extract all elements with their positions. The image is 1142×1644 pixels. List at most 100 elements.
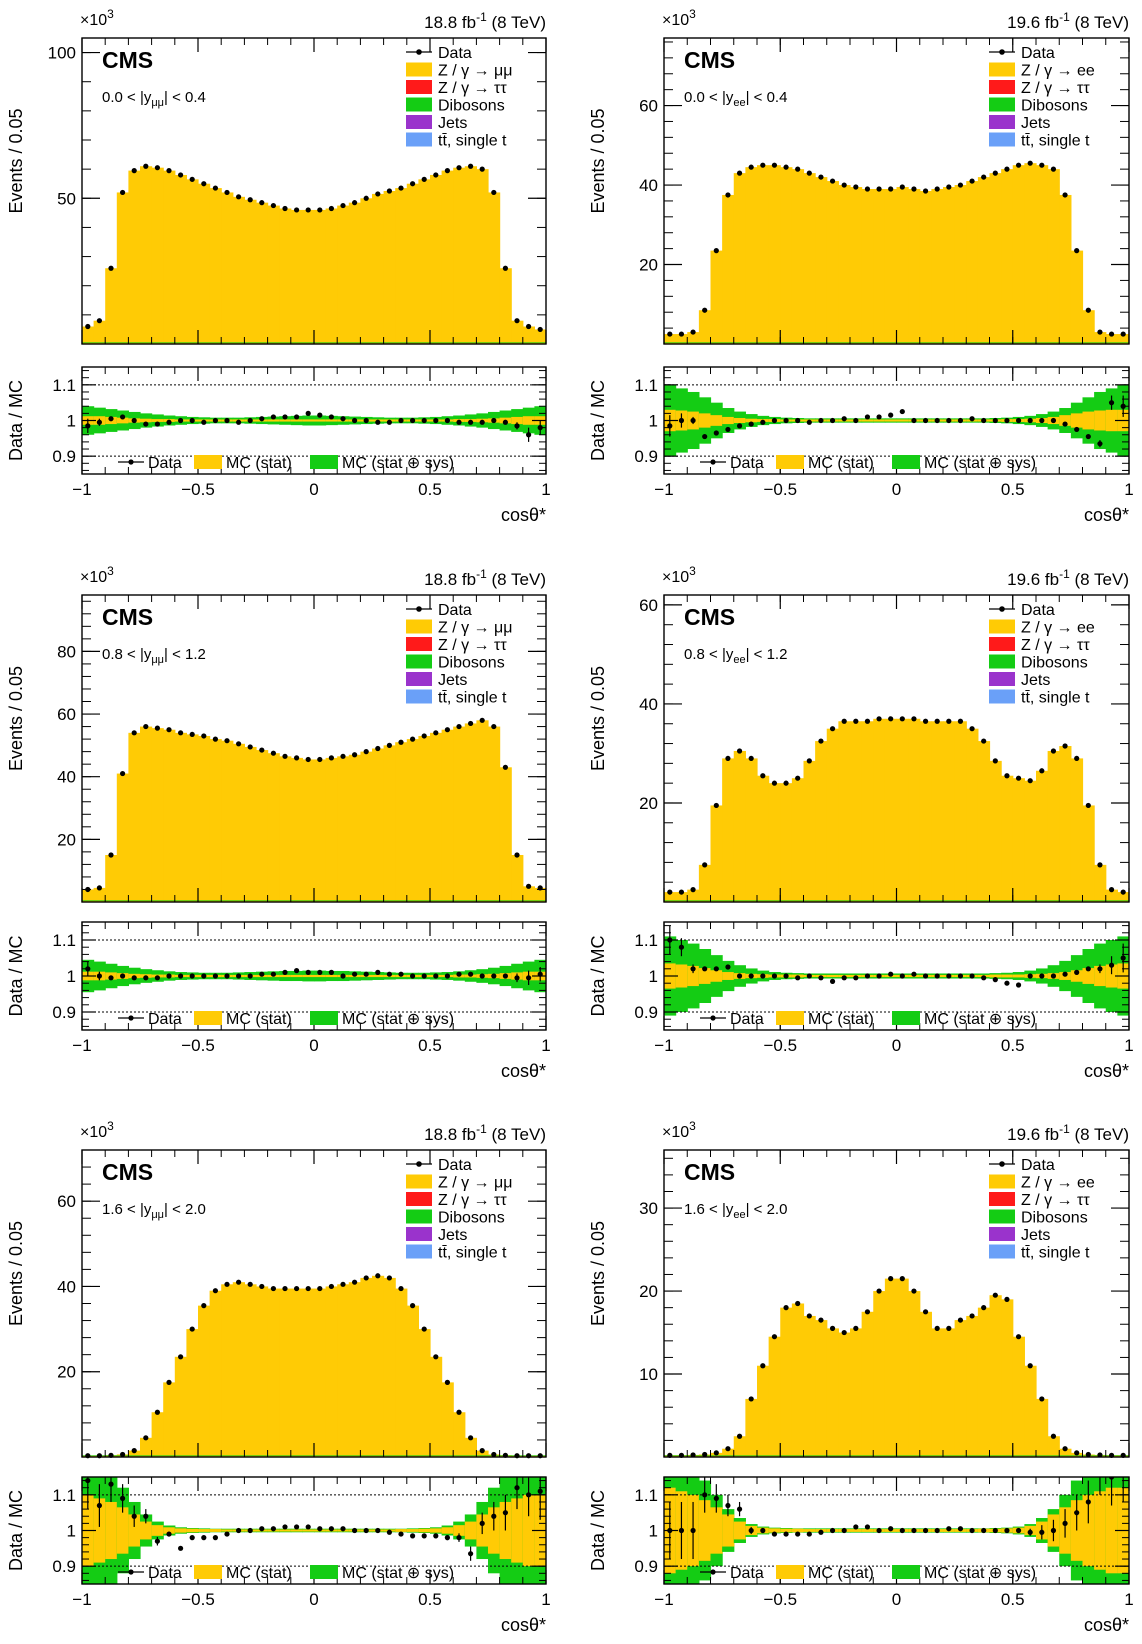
ratio-legend-swatch <box>776 455 804 469</box>
data-point <box>247 1281 253 1287</box>
data-point <box>1004 166 1010 172</box>
ratio-point <box>294 414 300 420</box>
data-point <box>1074 248 1080 254</box>
ratio-point <box>1085 966 1091 972</box>
ratio-legend-label: Data <box>148 1565 182 1582</box>
ratio-point <box>96 419 102 425</box>
ratio-point <box>352 417 358 424</box>
stat-band <box>198 1529 211 1532</box>
stat-band <box>279 974 292 978</box>
stat-band <box>1094 410 1107 431</box>
x-tick-label: 1 <box>1124 480 1133 499</box>
data-point <box>818 738 824 744</box>
ratio-point <box>690 1527 696 1534</box>
ratio-point <box>1074 426 1080 433</box>
ratio-y-tick-label: 0.9 <box>634 1557 658 1576</box>
data-point <box>946 1325 952 1331</box>
mc-bar <box>174 1356 187 1457</box>
ratio-point <box>375 419 381 425</box>
mc-bar <box>116 192 129 344</box>
data-point <box>736 748 743 754</box>
ratio-point <box>421 1533 427 1539</box>
ratio-legend-swatch <box>776 1565 804 1579</box>
mc-bar <box>372 193 385 344</box>
mc-bar <box>791 1303 805 1457</box>
ratio-point <box>1039 1529 1045 1535</box>
ratio-legend-label: MC (stat ⊕ sys) <box>342 455 454 472</box>
stat-band <box>1070 413 1084 428</box>
ratio-point <box>294 968 300 974</box>
mc-bar <box>954 1320 967 1457</box>
mc-bar <box>163 1382 176 1457</box>
x-tick-label: −1 <box>72 1036 91 1055</box>
y-axis-title: Events / 0.05 <box>588 1221 608 1326</box>
ratio-point <box>1027 417 1033 424</box>
ratio-point <box>795 417 801 424</box>
energy-label: (8 TeV) <box>1070 570 1129 589</box>
stat-band <box>163 1527 176 1534</box>
mc-bar <box>174 732 187 902</box>
mc-bar <box>733 1436 746 1457</box>
ratio-point <box>922 973 929 979</box>
mc-bar <box>664 334 677 344</box>
mc-bar <box>850 721 863 902</box>
ratio-points <box>667 395 1126 448</box>
ratio-legend: Data MC (stat) MC (stat ⊕ sys) <box>118 1565 454 1582</box>
legend-label: Z / γ → ττ <box>1021 1192 1090 1209</box>
ratio-point <box>433 973 439 979</box>
ratio-y-tick-label: 0.9 <box>52 1557 76 1576</box>
ratio-legend-label: MC (stat) <box>808 455 874 472</box>
uncertainty-bands <box>82 959 546 993</box>
mc-bar <box>279 1288 292 1457</box>
mc-bar <box>989 173 1002 344</box>
data-point <box>444 168 450 174</box>
ratio-point <box>514 1485 520 1491</box>
ratio-point <box>981 417 987 424</box>
ratio-point <box>456 971 462 977</box>
data-point <box>667 331 673 337</box>
data-point <box>1074 1450 1080 1456</box>
data-point <box>340 1281 346 1287</box>
uncertainty-bands <box>664 384 1129 457</box>
ratio-point <box>212 1535 218 1541</box>
mc-bar <box>1117 892 1129 902</box>
ratio-point <box>259 971 265 977</box>
x-tick-label: −0.5 <box>763 1590 797 1609</box>
ratio-point <box>690 966 696 972</box>
ratio-legend-swatch <box>310 1011 338 1025</box>
ratio-point <box>1015 417 1022 424</box>
data-point <box>468 720 474 727</box>
ratio-point <box>748 1527 754 1534</box>
legend-label: Dibosons <box>438 1210 505 1227</box>
ratio-point <box>1015 1527 1022 1534</box>
data-point <box>702 1451 708 1458</box>
multiplier: ×103 <box>662 1119 696 1141</box>
mc-bar <box>977 1307 991 1457</box>
data-point <box>479 717 485 723</box>
rapidity-label: 0.0 < |yμμ| < 0.4 <box>102 89 206 109</box>
data-point <box>748 1396 754 1402</box>
ratio-legend-label: Data <box>148 455 182 472</box>
data-point <box>247 197 253 203</box>
ratio-point <box>725 964 731 970</box>
x-tick-label: −1 <box>654 1590 673 1609</box>
data-point <box>922 1309 929 1315</box>
panel-4: 20 40 60×103 19.6 fb-1 (8 TeV) CMS 0.8 < |yee… <box>588 564 1134 1081</box>
stat-band <box>1105 964 1118 988</box>
data-point <box>864 186 871 192</box>
mc-bar <box>803 1315 816 1457</box>
ratio-point <box>818 1529 824 1535</box>
legend-label: Dibosons <box>1021 1210 1088 1227</box>
rapidity-tail: | < 0.4 <box>746 89 788 106</box>
stat-band <box>989 974 1002 978</box>
legend-swatch <box>989 62 1015 77</box>
mc-bar <box>908 189 921 344</box>
legend-swatch <box>989 689 1015 704</box>
mc-bar <box>1105 334 1118 344</box>
stat-band <box>1094 965 1107 987</box>
ratio-legend-label: Data <box>730 1565 764 1582</box>
data-point <box>212 185 218 191</box>
data-point <box>1062 192 1068 198</box>
stat-band <box>861 1529 874 1532</box>
ratio-point <box>270 971 276 977</box>
